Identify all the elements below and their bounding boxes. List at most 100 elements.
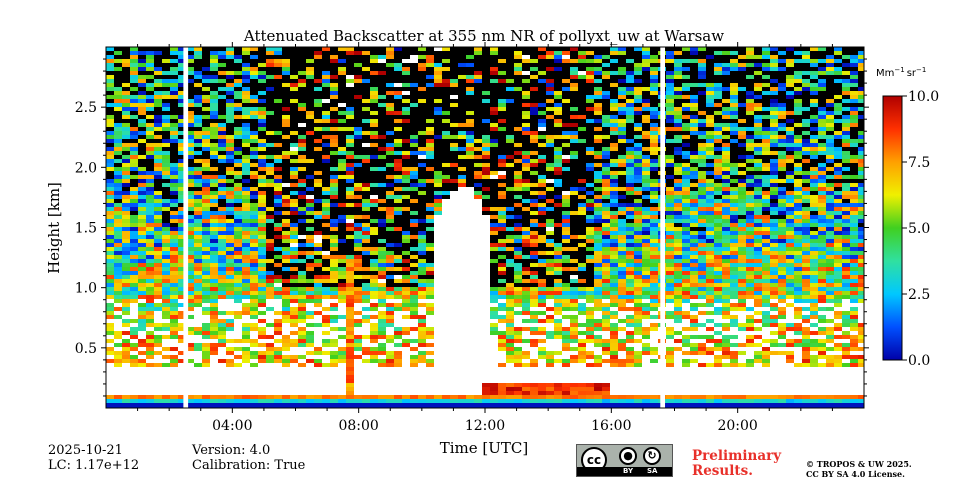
heatmap-cell: [466, 123, 474, 127]
heatmap-cell: [274, 399, 282, 403]
heatmap-cell: [450, 279, 458, 283]
heatmap-cell: [338, 103, 346, 107]
heatmap-cell: [194, 271, 202, 275]
heatmap-cell: [330, 115, 338, 119]
heatmap-cell: [482, 63, 490, 67]
heatmap-cell: [138, 247, 146, 251]
heatmap-cell: [450, 319, 458, 323]
heatmap-cell: [266, 351, 274, 355]
heatmap-cell: [474, 311, 482, 315]
heatmap-cell: [306, 275, 314, 279]
heatmap-cell: [338, 127, 346, 131]
heatmap-cell: [466, 379, 474, 383]
heatmap-cell: [354, 199, 362, 203]
heatmap-cell: [290, 51, 298, 55]
heatmap-cell: [378, 179, 386, 183]
heatmap-cell: [290, 335, 298, 339]
heatmap-cell: [170, 47, 178, 51]
heatmap-cell: [146, 87, 154, 91]
heatmap-cell: [474, 143, 482, 147]
heatmap-cell: [146, 311, 154, 315]
heatmap-cell: [106, 83, 114, 87]
heatmap-cell: [266, 403, 274, 407]
heatmap-cell: [234, 147, 242, 151]
heatmap-cell: [298, 87, 306, 91]
heatmap-cell: [402, 251, 410, 255]
heatmap-cell: [482, 179, 490, 183]
heatmap-cell: [322, 183, 330, 187]
heatmap-cell: [258, 131, 266, 135]
heatmap-cell: [242, 239, 250, 243]
heatmap-cell: [114, 355, 122, 359]
heatmap-cell: [530, 227, 538, 231]
heatmap-cell: [394, 247, 402, 251]
heatmap-cell: [426, 267, 434, 271]
heatmap-cell: [474, 47, 482, 51]
heatmap-cell: [434, 267, 442, 271]
heatmap-cell: [522, 379, 530, 383]
heatmap-cell: [250, 387, 258, 391]
heatmap-cell: [498, 99, 506, 103]
heatmap-cell: [266, 223, 274, 227]
heatmap-cell: [466, 259, 474, 263]
heatmap-cell: [514, 239, 522, 243]
heatmap-cell: [410, 215, 418, 219]
heatmap-cell: [418, 255, 426, 259]
heatmap-cell: [282, 123, 290, 127]
heatmap-cell: [330, 175, 338, 179]
heatmap-cell: [466, 347, 474, 351]
heatmap-cell: [194, 71, 202, 75]
heatmap-cell: [362, 91, 370, 95]
heatmap-cell: [538, 367, 546, 371]
heatmap-cell: [274, 279, 282, 283]
heatmap-cell: [138, 367, 146, 371]
heatmap-cell: [466, 107, 474, 111]
heatmap-cell: [194, 235, 202, 239]
heatmap-cell: [202, 267, 210, 271]
heatmap-cell: [186, 75, 194, 79]
heatmap-cell: [194, 363, 202, 367]
heatmap-cell: [506, 175, 514, 179]
heatmap-cell: [514, 55, 522, 59]
heatmap-cell: [330, 347, 338, 351]
heatmap-cell: [130, 55, 138, 59]
heatmap-cell: [378, 335, 386, 339]
heatmap-cell: [386, 207, 394, 211]
heatmap-cell: [122, 319, 130, 323]
heatmap-cell: [250, 179, 258, 183]
heatmap-cell: [426, 183, 434, 187]
heatmap-cell: [322, 227, 330, 231]
heatmap-cell: [482, 251, 490, 255]
heatmap-cell: [186, 131, 194, 135]
heatmap-cell: [530, 71, 538, 75]
heatmap-cell: [306, 71, 314, 75]
heatmap-cell: [242, 215, 250, 219]
heatmap-cell: [418, 95, 426, 99]
heatmap-cell: [234, 375, 242, 379]
heatmap-cell: [250, 295, 258, 299]
heatmap-cell: [226, 163, 234, 167]
heatmap-cell: [394, 351, 402, 355]
heatmap-cell: [306, 167, 314, 171]
heatmap-cell: [170, 127, 178, 131]
heatmap-cell: [258, 195, 266, 199]
heatmap-cell: [290, 55, 298, 59]
heatmap-cell: [186, 231, 194, 235]
heatmap-cell: [282, 127, 290, 131]
heatmap-cell: [170, 155, 178, 159]
heatmap-cell: [490, 299, 498, 303]
heatmap-cell: [138, 207, 146, 211]
heatmap-cell: [314, 107, 322, 111]
heatmap-cell: [506, 99, 514, 103]
heatmap-cell: [210, 243, 218, 247]
heatmap-cell: [482, 207, 490, 211]
heatmap-cell: [274, 63, 282, 67]
heatmap-cell: [242, 75, 250, 79]
heatmap-cell: [466, 263, 474, 267]
heatmap-cell: [314, 223, 322, 227]
heatmap-cell: [274, 247, 282, 251]
heatmap-cell: [482, 379, 490, 383]
heatmap-cell: [426, 295, 434, 299]
heatmap-cell: [498, 51, 506, 55]
heatmap-cell: [298, 259, 306, 263]
